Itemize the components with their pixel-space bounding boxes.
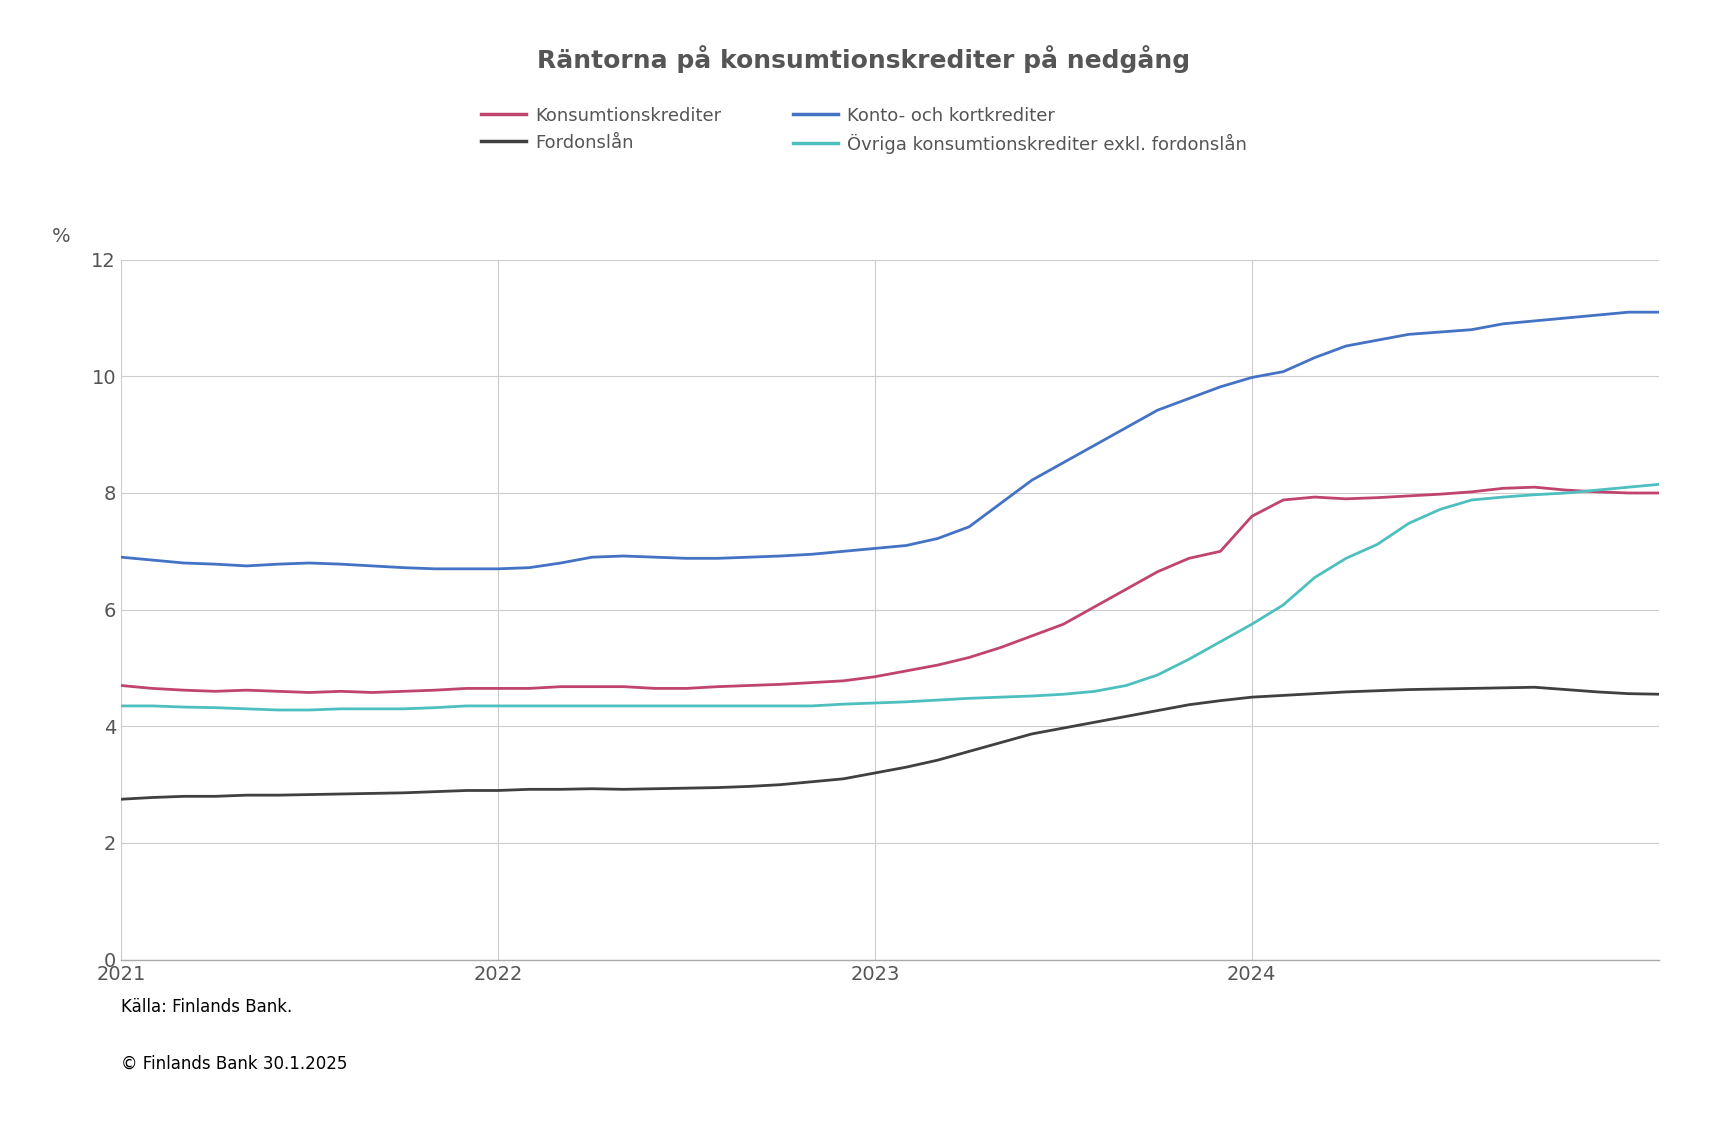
- Konsumtionskrediter: [456, 682, 477, 695]
- Konsumtionskrediter: [111, 679, 131, 692]
- Övriga konsumtionskrediter exkl. fordonslån: [1555, 487, 1576, 500]
- Text: Källa: Finlands Bank.: Källa: Finlands Bank.: [121, 998, 292, 1016]
- Line: Fordonslån: Fordonslån: [121, 676, 1728, 799]
- Konsumtionskrediter: [1524, 481, 1545, 495]
- Text: © Finlands Bank 30.1.2025: © Finlands Bank 30.1.2025: [121, 1054, 347, 1073]
- Konsumtionskrediter: [299, 685, 320, 699]
- Konto- och kortkrediter: [425, 562, 446, 576]
- Fordonslån: [1524, 681, 1545, 694]
- Fordonslån: [645, 782, 665, 796]
- Konto- och kortkrediter: [456, 562, 477, 576]
- Fordonslån: [111, 793, 131, 806]
- Text: Räntorna på konsumtionskrediter på nedgång: Räntorna på konsumtionskrediter på nedgå…: [537, 45, 1191, 73]
- Konsumtionskrediter: [1398, 489, 1419, 502]
- Legend: Konsumtionskrediter, Fordonslån, Konto- och kortkrediter, Övriga konsumtionskred: Konsumtionskrediter, Fordonslån, Konto- …: [473, 99, 1255, 161]
- Övriga konsumtionskrediter exkl. fordonslån: [456, 699, 477, 712]
- Line: Konsumtionskrediter: Konsumtionskrediter: [121, 488, 1728, 692]
- Övriga konsumtionskrediter exkl. fordonslån: [111, 699, 131, 712]
- Fordonslån: [425, 785, 446, 798]
- Övriga konsumtionskrediter exkl. fordonslån: [268, 703, 289, 717]
- Övriga konsumtionskrediter exkl. fordonslån: [1681, 475, 1702, 489]
- Övriga konsumtionskrediter exkl. fordonslån: [895, 695, 916, 709]
- Fordonslån: [1619, 686, 1640, 700]
- Fordonslån: [864, 767, 885, 780]
- Konsumtionskrediter: [1681, 487, 1702, 500]
- Konto- och kortkrediter: [1555, 312, 1576, 325]
- Konto- och kortkrediter: [111, 551, 131, 564]
- Fordonslån: [1367, 684, 1388, 698]
- Line: Övriga konsumtionskrediter exkl. fordonslån: Övriga konsumtionskrediter exkl. fordons…: [121, 482, 1728, 710]
- Övriga konsumtionskrediter exkl. fordonslån: [1650, 478, 1671, 491]
- Konsumtionskrediter: [1586, 485, 1607, 499]
- Konto- och kortkrediter: [1619, 305, 1640, 318]
- Konsumtionskrediter: [895, 664, 916, 677]
- Konto- och kortkrediter: [1398, 327, 1419, 341]
- Konto- och kortkrediter: [895, 539, 916, 552]
- Line: Konto- och kortkrediter: Konto- och kortkrediter: [121, 312, 1728, 569]
- Konto- och kortkrediter: [1681, 307, 1702, 321]
- Övriga konsumtionskrediter exkl. fordonslån: [1398, 517, 1419, 531]
- Text: %: %: [52, 227, 71, 246]
